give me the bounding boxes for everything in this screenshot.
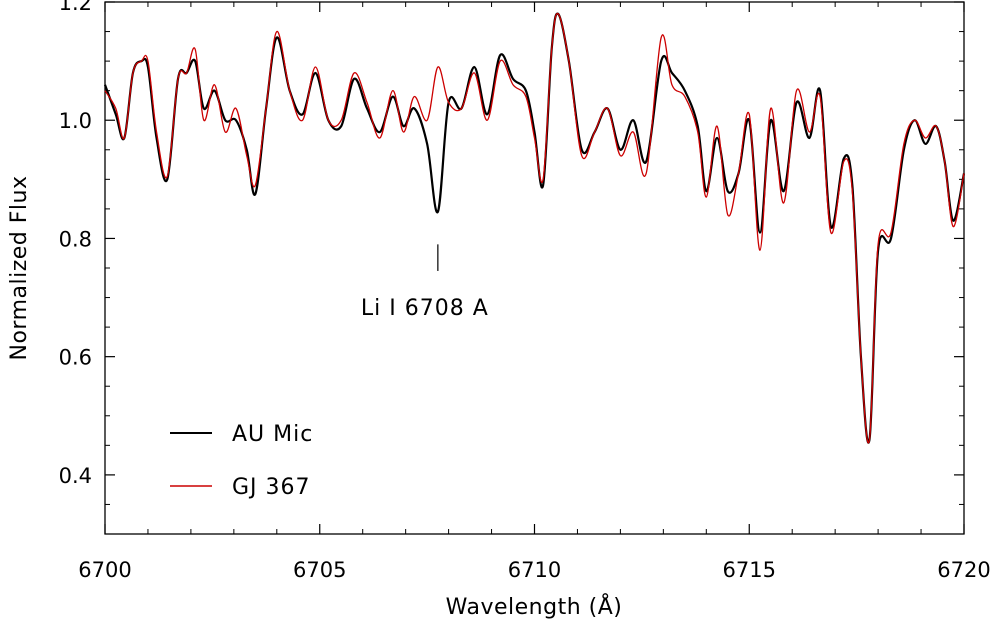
x-tick-label: 6710 bbox=[508, 558, 561, 582]
plot-frame bbox=[104, 1, 965, 535]
x-tick-label: 6700 bbox=[78, 558, 131, 582]
x-tick-label: 6715 bbox=[723, 558, 776, 582]
x-tick-label: 6705 bbox=[293, 558, 346, 582]
axis-ticks bbox=[104, 1, 965, 534]
series-line-au-mic bbox=[103, 12, 966, 444]
x-axis-label: Wavelength (Å) bbox=[446, 593, 623, 620]
y-tick-label: 1.2 bbox=[59, 0, 92, 15]
legend: AU Mic GJ 367 bbox=[170, 422, 313, 500]
li-line-label: Li I 6708 A bbox=[361, 296, 489, 321]
series-line-gj-367 bbox=[104, 12, 965, 444]
y-axis-label: Normalized Flux bbox=[7, 176, 32, 361]
annotation-layer: Li I 6708 A bbox=[361, 244, 489, 321]
series-layer bbox=[103, 12, 966, 444]
axis-tick-labels: 6700 6705 6710 6715 6720 0.4 0.6 0.8 1.0 1.2 bbox=[59, 0, 991, 582]
y-tick-label: 1.0 bbox=[59, 109, 92, 133]
y-tick-label: 0.6 bbox=[59, 346, 92, 370]
x-tick-label: 6720 bbox=[937, 558, 990, 582]
y-tick-label: 0.4 bbox=[59, 464, 92, 488]
legend-label-au-mic: AU Mic bbox=[232, 422, 313, 447]
legend-label-gj-367: GJ 367 bbox=[232, 475, 311, 500]
y-tick-label: 0.8 bbox=[59, 227, 92, 251]
